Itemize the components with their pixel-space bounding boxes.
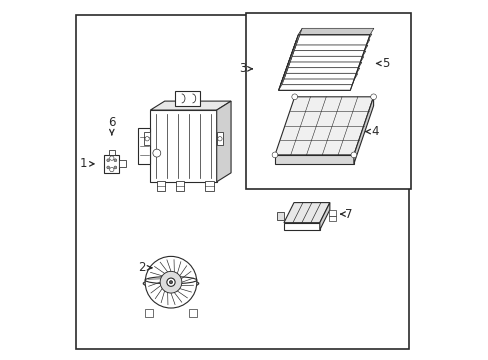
Circle shape <box>153 149 161 157</box>
Polygon shape <box>282 62 289 79</box>
Text: 6: 6 <box>108 116 115 135</box>
Polygon shape <box>280 68 287 85</box>
Circle shape <box>217 136 222 141</box>
Circle shape <box>114 159 117 162</box>
Polygon shape <box>286 51 293 68</box>
Circle shape <box>370 94 376 100</box>
Circle shape <box>144 136 149 141</box>
Polygon shape <box>284 63 359 73</box>
Circle shape <box>350 152 356 158</box>
Polygon shape <box>292 40 367 51</box>
Polygon shape <box>286 58 361 68</box>
Bar <box>143 132 150 145</box>
Polygon shape <box>274 97 373 155</box>
Circle shape <box>145 256 196 308</box>
Polygon shape <box>282 74 357 80</box>
Polygon shape <box>296 34 371 40</box>
Polygon shape <box>282 69 357 79</box>
Polygon shape <box>353 97 373 164</box>
Bar <box>138 128 150 164</box>
Bar <box>175 181 184 191</box>
Circle shape <box>166 278 175 286</box>
Polygon shape <box>288 45 296 62</box>
Polygon shape <box>287 57 363 63</box>
Polygon shape <box>290 51 365 58</box>
Text: 3: 3 <box>239 62 252 75</box>
Circle shape <box>169 281 172 284</box>
Polygon shape <box>288 52 363 62</box>
Text: 1: 1 <box>79 157 94 170</box>
Polygon shape <box>294 40 369 46</box>
Circle shape <box>160 271 182 293</box>
Circle shape <box>106 166 109 169</box>
Polygon shape <box>298 28 373 35</box>
Text: 7: 7 <box>340 208 351 221</box>
Bar <box>328 211 335 216</box>
Circle shape <box>109 156 114 160</box>
Text: 5: 5 <box>376 57 389 70</box>
Circle shape <box>291 94 297 100</box>
Polygon shape <box>150 110 216 182</box>
Polygon shape <box>285 62 361 69</box>
Polygon shape <box>284 57 291 73</box>
Circle shape <box>109 167 114 172</box>
Text: 2: 2 <box>138 261 152 274</box>
Polygon shape <box>278 80 353 90</box>
Polygon shape <box>294 28 302 45</box>
Text: 4: 4 <box>365 125 378 138</box>
Bar <box>144 309 153 317</box>
Polygon shape <box>284 223 319 230</box>
Polygon shape <box>150 101 230 110</box>
Polygon shape <box>319 203 329 230</box>
Bar <box>205 181 213 191</box>
Bar <box>157 181 165 191</box>
Bar <box>119 160 125 167</box>
Polygon shape <box>216 101 230 182</box>
Bar <box>188 309 197 317</box>
Polygon shape <box>290 40 298 56</box>
Polygon shape <box>284 203 329 223</box>
Bar <box>328 216 335 221</box>
Polygon shape <box>278 74 285 90</box>
Bar <box>174 91 199 105</box>
Polygon shape <box>294 35 369 45</box>
Circle shape <box>271 152 277 158</box>
Ellipse shape <box>145 276 196 284</box>
Bar <box>104 154 119 173</box>
Polygon shape <box>276 212 284 220</box>
Polygon shape <box>284 68 359 75</box>
Circle shape <box>106 159 109 162</box>
Circle shape <box>114 166 117 169</box>
Bar <box>246 13 410 189</box>
Polygon shape <box>292 45 367 52</box>
Bar <box>216 132 223 145</box>
Bar <box>109 149 115 154</box>
Polygon shape <box>274 155 353 164</box>
Polygon shape <box>292 34 300 51</box>
Polygon shape <box>280 75 355 85</box>
Polygon shape <box>290 46 365 56</box>
Ellipse shape <box>143 279 198 288</box>
